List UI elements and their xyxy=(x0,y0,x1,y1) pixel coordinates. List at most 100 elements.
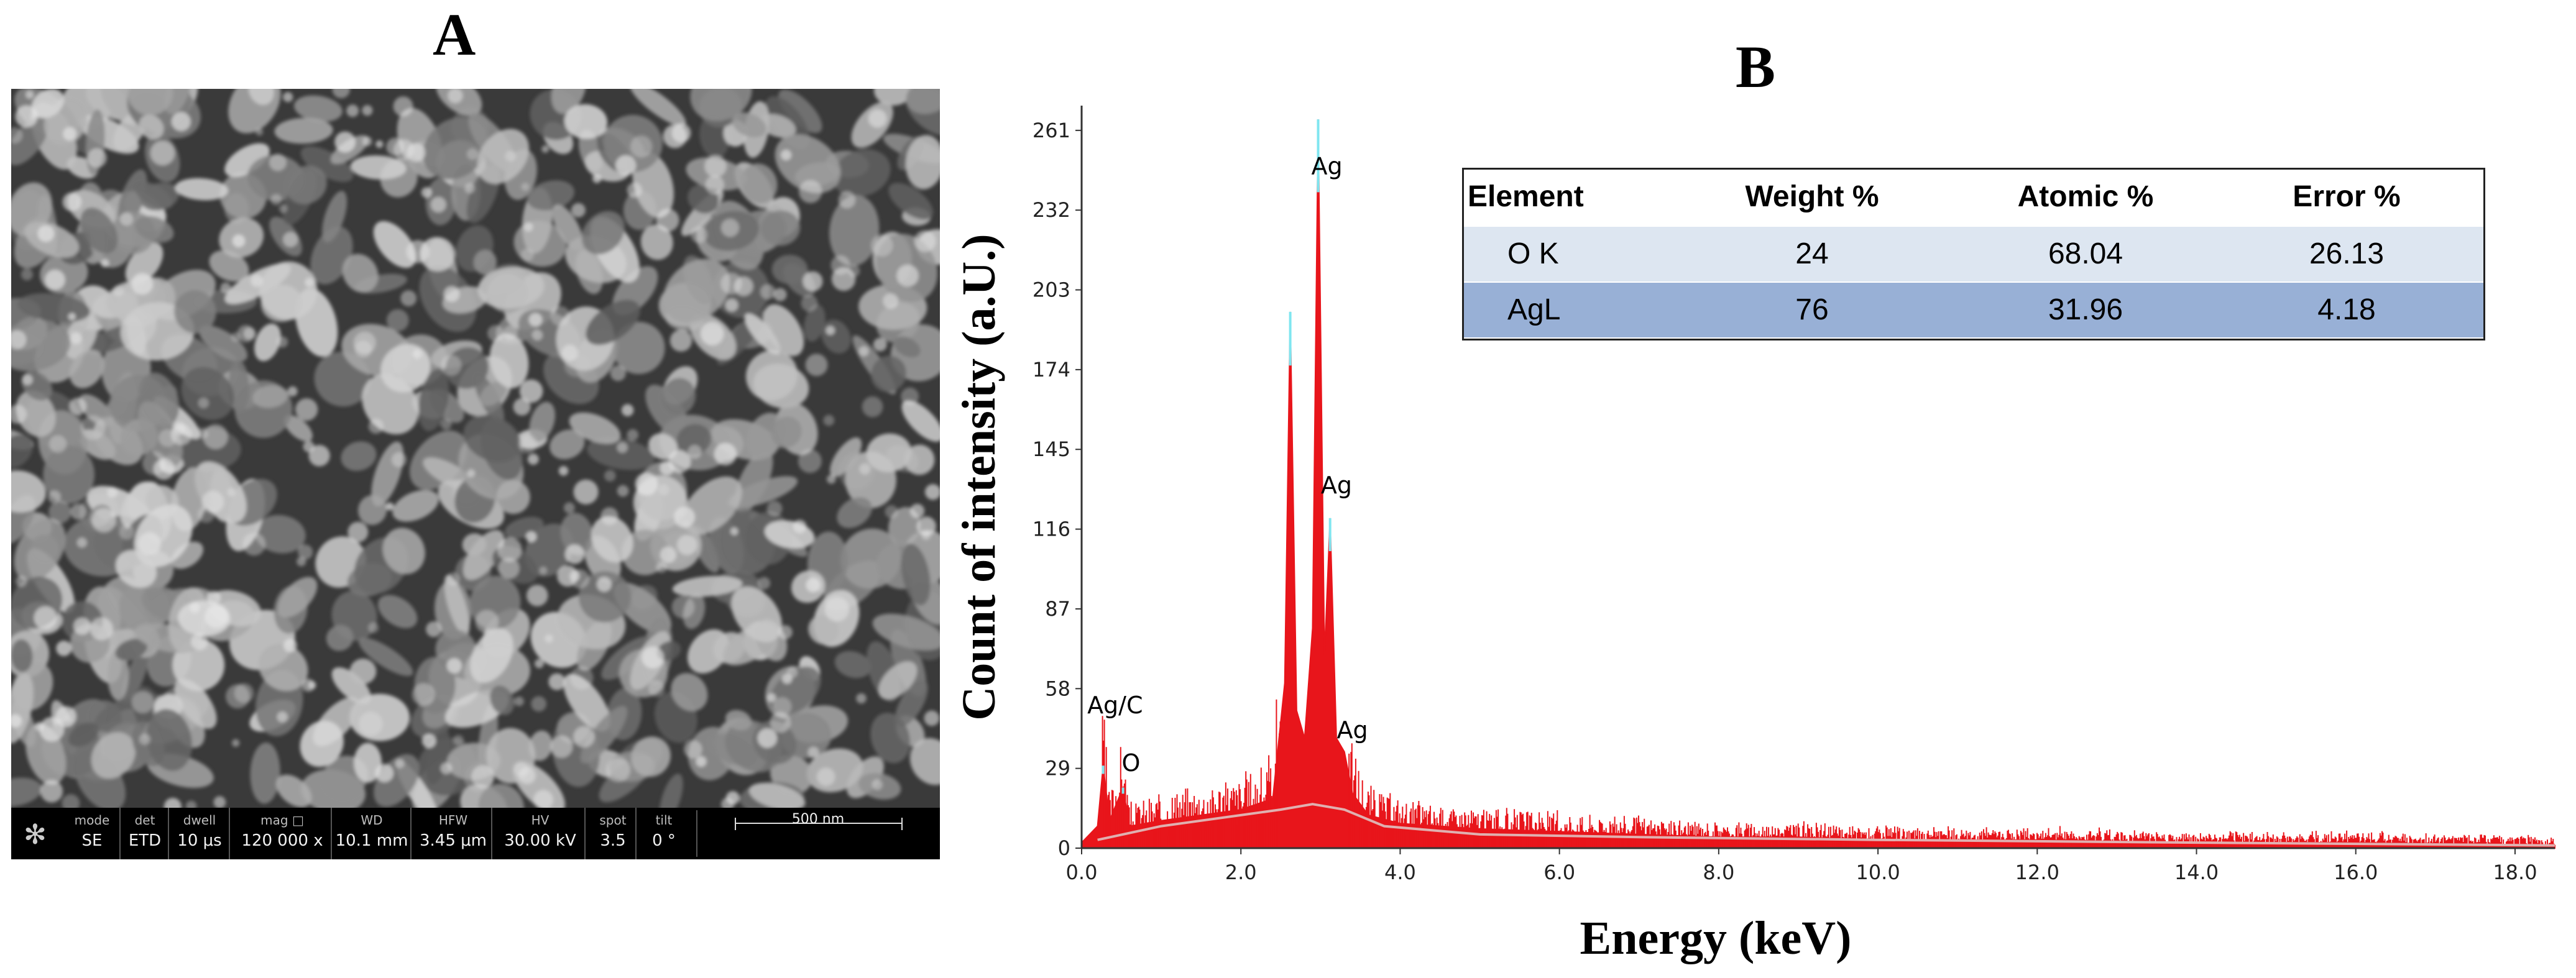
sem-highlight xyxy=(518,767,536,784)
sem-grain xyxy=(682,476,742,535)
sem-highlight xyxy=(571,203,586,217)
sem-highlight xyxy=(503,326,518,340)
sem-highlight xyxy=(11,330,27,350)
sem-grain xyxy=(578,571,632,623)
x-tick-label: 14.0 xyxy=(2174,861,2219,884)
sem-info-separator xyxy=(331,808,332,859)
sem-highlight xyxy=(924,710,940,726)
sem-highlight xyxy=(824,596,850,622)
sem-highlight xyxy=(872,779,883,790)
sem-highlight xyxy=(395,759,405,769)
sem-grain xyxy=(259,261,318,320)
sem-grain xyxy=(300,146,354,182)
peak-label: Ag/C xyxy=(1087,692,1143,719)
sem-highlight xyxy=(847,265,860,277)
y-ticks: 0 29 58 87 116 145 174 203 232 261 xyxy=(1033,119,1082,860)
sem-grain xyxy=(224,143,270,177)
sem-highlight xyxy=(656,562,667,573)
sem-highlight xyxy=(773,288,787,301)
sem-info-column: det ETD xyxy=(123,811,167,852)
x-tick-label: 0.0 xyxy=(1066,861,1098,884)
sem-highlight xyxy=(635,472,658,496)
header-atomic: Atomic % xyxy=(2017,180,2154,213)
sem-grain xyxy=(552,204,584,250)
sem-highlight xyxy=(658,484,669,496)
sem-grain xyxy=(888,183,934,220)
sem-grain xyxy=(276,774,312,808)
sem-highlight xyxy=(277,336,288,348)
sem-highlight xyxy=(885,505,898,519)
sem-grain xyxy=(870,713,911,764)
sem-grain xyxy=(418,368,449,431)
sem-highlight xyxy=(308,681,316,690)
sem-grain xyxy=(663,258,730,322)
sem-highlight xyxy=(541,145,550,153)
sem-highlight xyxy=(185,800,197,808)
sem-highlight xyxy=(16,575,27,587)
sem-highlight xyxy=(11,404,27,424)
sem-highlight xyxy=(674,506,696,528)
sem-highlight xyxy=(139,733,150,745)
sem-highlight xyxy=(823,414,835,426)
sem-grain xyxy=(43,446,95,504)
sem-highlight xyxy=(873,337,887,352)
sem-highlight xyxy=(63,127,77,141)
peak-label: O xyxy=(1121,749,1140,777)
sem-highlight xyxy=(150,140,175,166)
sem-highlight xyxy=(119,524,134,540)
sem-highlight xyxy=(430,196,446,213)
peak-annotations: Ag Ag Ag Ag/C O xyxy=(1087,153,1368,777)
sem-grain xyxy=(358,638,413,676)
sem-grain xyxy=(829,195,880,267)
sem-highlight xyxy=(69,398,87,415)
sem-grain xyxy=(181,367,234,420)
scale-bar-label: 500 nm xyxy=(791,811,845,827)
sem-highlight xyxy=(368,622,379,633)
sem-grain xyxy=(479,381,507,406)
sem-highlight xyxy=(227,488,236,496)
sem-grain xyxy=(640,224,673,260)
sem-grain xyxy=(771,416,803,449)
peak-label: Ag xyxy=(1337,716,1368,744)
y-tick-label: 29 xyxy=(1045,757,1070,780)
sem-highlight xyxy=(76,537,87,548)
sem-highlight xyxy=(730,527,738,536)
sem-highlight xyxy=(62,192,81,212)
sem-info-header: spot xyxy=(599,813,627,828)
fei-logo-icon: ✻ xyxy=(24,819,47,851)
sem-highlight xyxy=(518,434,538,454)
y-tick-label: 232 xyxy=(1033,198,1070,222)
sem-info-value: ETD xyxy=(128,831,162,850)
sem-grain xyxy=(284,415,313,442)
sem-info-column: HV 30.00 kV xyxy=(495,811,586,852)
sem-grain xyxy=(622,529,668,575)
sem-grain xyxy=(906,89,940,114)
y-tick-label: 0 xyxy=(1058,836,1070,860)
sem-highlight xyxy=(362,105,373,116)
sem-highlight xyxy=(856,693,867,704)
sem-info-column: WD 10.1 mm xyxy=(334,811,409,852)
sem-highlight xyxy=(767,693,776,702)
sem-grain xyxy=(909,738,940,785)
sem-highlight xyxy=(444,286,460,302)
sem-info-value: 10.1 mm xyxy=(335,831,408,850)
sem-grain xyxy=(871,355,907,392)
sem-highlight xyxy=(564,544,585,564)
sem-highlight xyxy=(191,633,208,651)
sem-grain xyxy=(16,390,56,437)
sem-grain xyxy=(228,89,281,134)
sem-grain xyxy=(832,149,891,198)
sem-grain xyxy=(68,722,99,747)
sem-grain xyxy=(354,743,382,783)
sem-highlight xyxy=(68,313,76,321)
sem-grain xyxy=(645,385,689,437)
sem-highlight xyxy=(441,419,452,430)
sem-grain xyxy=(444,575,470,636)
sem-grain xyxy=(139,114,164,140)
sem-highlight xyxy=(696,756,707,767)
sem-highlight xyxy=(838,191,856,209)
x-ticks: 0.0 2.0 4.0 6.0 8.0 10.0 12.0 14.0 16.0 18.0 xyxy=(1066,848,2537,884)
sem-grain xyxy=(866,433,912,472)
sem-grain xyxy=(209,250,249,281)
sem-highlight xyxy=(346,104,359,117)
